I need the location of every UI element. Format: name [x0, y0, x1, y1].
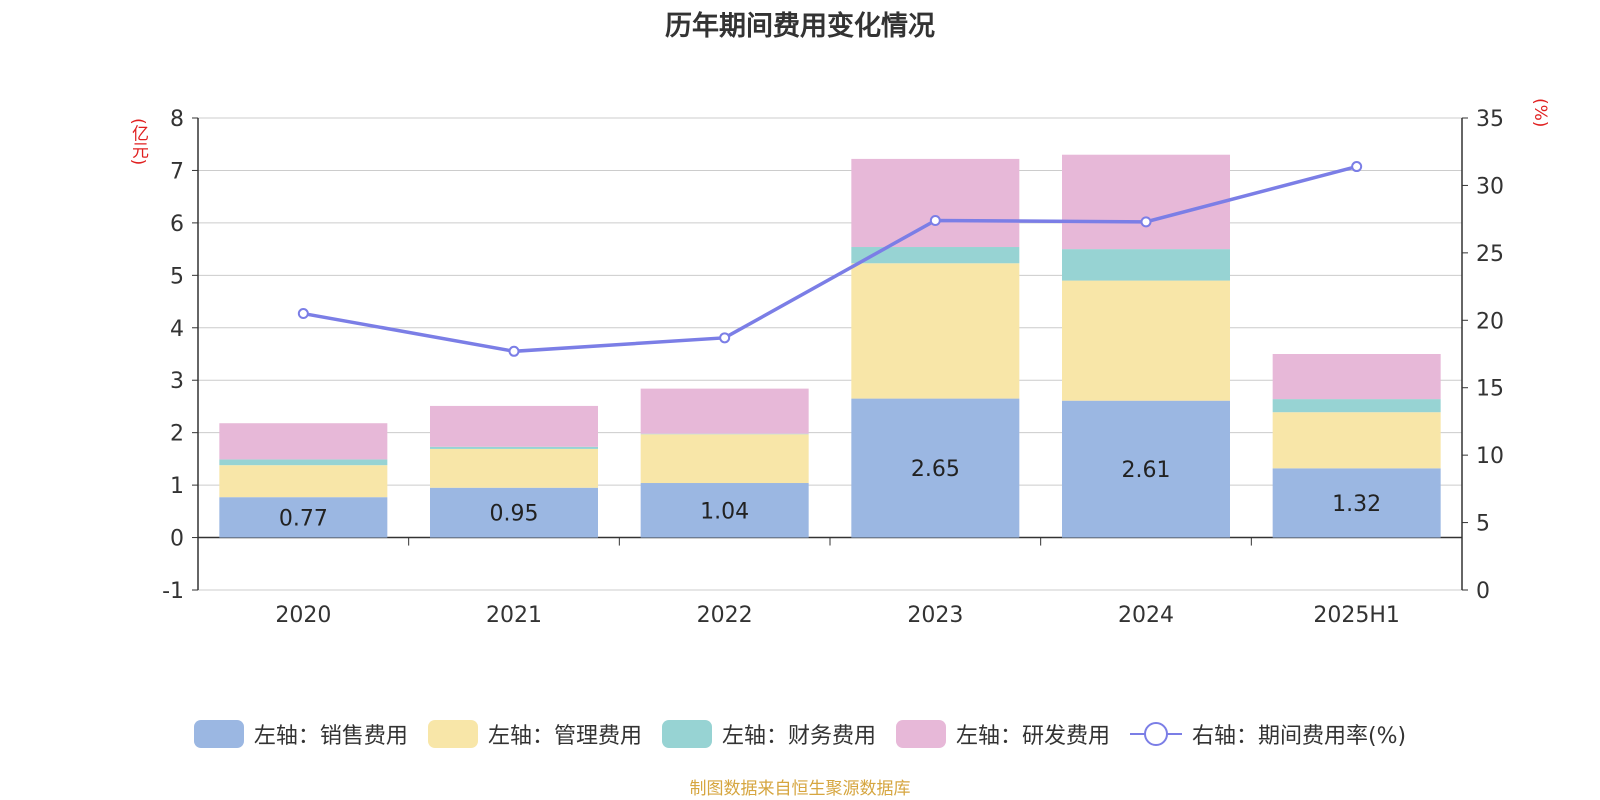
- x-tick-label-2024: 2024: [1118, 603, 1174, 628]
- legend-swatch-rnd: [895, 720, 946, 748]
- rate-point-2025H1: [1351, 161, 1363, 173]
- x-tick-label-2022: 2022: [697, 603, 753, 628]
- left-tick-label-5: 4: [170, 317, 184, 342]
- left-tick-label-2: 1: [170, 474, 184, 499]
- left-axis-unit: (亿元): [128, 118, 148, 166]
- right-tick-label-0: 0: [1476, 579, 1490, 604]
- bar-label-sales-2020: 0.77: [279, 506, 328, 531]
- bar-admin-2021: [430, 448, 598, 488]
- bar-sales-2025H1: [1272, 468, 1441, 538]
- left-tick-label-7: 6: [170, 212, 184, 237]
- rate-point-2024: [1140, 216, 1152, 228]
- bar-finance-2023: [851, 247, 1020, 264]
- chart-legend: 左轴：销售费用 左轴：管理费用 左轴：财务费用 左轴：研发费用 右轴：期间费用率…: [0, 718, 1600, 750]
- bar-rnd-2021: [430, 405, 598, 447]
- right-axis-unit: (%): [1530, 98, 1550, 128]
- left-tick-label-6: 5: [170, 264, 184, 289]
- bar-rnd-2024: [1062, 154, 1230, 250]
- rate-point-2021: [508, 345, 520, 357]
- rate-point-2022: [719, 332, 731, 344]
- bar-label-sales-2025H1: 1.32: [1332, 492, 1381, 517]
- legend-swatch-sales: [193, 720, 244, 748]
- bar-admin-2022: [640, 434, 809, 484]
- x-tick-label-2025H1: 2025H1: [1313, 603, 1400, 628]
- legend-label-admin: 左轴：管理费用: [487, 724, 642, 749]
- bar-finance-2020: [219, 459, 388, 466]
- right-tick-label-3: 15: [1476, 377, 1504, 402]
- right-tick-label-7: 35: [1476, 107, 1504, 132]
- right-tick-label-4: 20: [1476, 309, 1504, 334]
- left-tick-label-9: 8: [170, 107, 184, 132]
- x-tick-label-2021: 2021: [486, 603, 542, 628]
- bar-admin-2025H1: [1272, 412, 1441, 469]
- bar-sales-2023: [851, 398, 1020, 538]
- bar-finance-2025H1: [1272, 399, 1441, 413]
- legend-label-rnd: 左轴：研发费用: [955, 724, 1110, 749]
- legend-item-admin[interactable]: 左轴：管理费用: [427, 718, 642, 750]
- bar-finance-2021: [430, 446, 598, 449]
- legend-item-finance[interactable]: 左轴：财务费用: [661, 718, 876, 750]
- legend-item-rnd[interactable]: 左轴：研发费用: [895, 718, 1110, 750]
- right-tick-label-1: 5: [1476, 512, 1490, 537]
- legend-item-sales[interactable]: 左轴：销售费用: [193, 718, 408, 750]
- legend-label-sales: 左轴：销售费用: [253, 724, 408, 749]
- left-tick-label-1: 0: [170, 527, 184, 552]
- bar-sales-2020: [219, 497, 388, 538]
- rate-line: [303, 164, 1358, 354]
- legend-swatch-admin: [427, 720, 478, 748]
- legend-label-rate: 右轴：期间费用率(%): [1191, 724, 1407, 749]
- bar-finance-2024: [1062, 249, 1230, 281]
- left-tick-label-0: -1: [162, 579, 184, 604]
- right-tick-label-2: 10: [1476, 444, 1504, 469]
- bar-sales-2024: [1062, 400, 1230, 538]
- bar-admin-2020: [219, 465, 388, 498]
- stacked-bar-line-chart: -1 0 1 2 3 4 5 6 7 8 0 5 10 15 20 25 30 35 0.77 2020 0.95 202…: [162, 107, 1504, 628]
- bar-admin-2024: [1062, 280, 1230, 401]
- x-tick-label-2020: 2020: [275, 603, 331, 628]
- left-tick-label-8: 7: [170, 159, 184, 184]
- right-tick-label-6: 30: [1476, 174, 1504, 199]
- legend-swatch-rate: [1129, 720, 1182, 748]
- legend-label-finance: 左轴：财务费用: [721, 724, 876, 749]
- bar-label-sales-2024: 2.61: [1122, 458, 1171, 483]
- bar-rnd-2022: [640, 388, 809, 434]
- bar-sales-2022: [640, 483, 809, 538]
- left-tick-label-4: 3: [170, 369, 184, 394]
- data-source-note: 制图数据来自恒生聚源数据库: [689, 779, 911, 799]
- left-tick-label-3: 2: [170, 422, 184, 447]
- right-tick-label-5: 25: [1476, 242, 1504, 267]
- bar-rnd-2025H1: [1272, 354, 1441, 400]
- legend-swatch-finance: [661, 720, 712, 748]
- rate-point-2023: [929, 214, 941, 226]
- x-tick-label-2023: 2023: [907, 603, 963, 628]
- legend-item-rate[interactable]: 右轴：期间费用率(%): [1129, 718, 1407, 750]
- bar-label-sales-2022: 1.04: [700, 499, 749, 524]
- bar-finance-2022: [640, 433, 809, 435]
- bar-admin-2023: [851, 263, 1020, 399]
- bar-label-sales-2021: 0.95: [490, 502, 539, 527]
- bar-rnd-2020: [219, 423, 388, 460]
- bar-sales-2021: [430, 487, 598, 538]
- bar-rnd-2023: [851, 158, 1020, 248]
- rate-point-2020: [297, 308, 309, 320]
- bar-label-sales-2023: 2.65: [911, 457, 960, 482]
- chart-title: 历年期间费用变化情况: [665, 11, 935, 42]
